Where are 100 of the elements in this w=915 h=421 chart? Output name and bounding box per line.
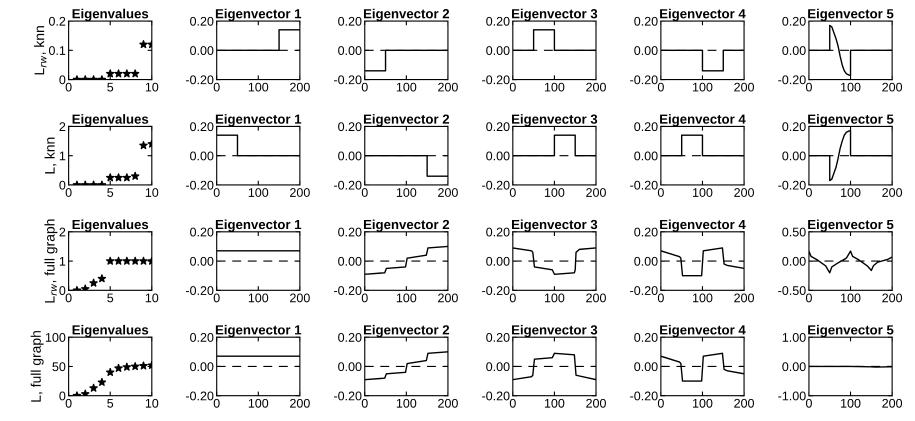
y-tick-label: 0.20	[634, 332, 658, 342]
y-tick-label: 0.00	[190, 152, 214, 160]
y-tick-label: 0.1	[48, 46, 66, 55]
point	[106, 256, 114, 265]
y-tick-label: 1	[60, 257, 66, 266]
x-tick-label: 100	[692, 188, 712, 197]
x-tick-label: 200	[586, 398, 606, 408]
point	[130, 69, 140, 78]
x-tick-label: 200	[586, 293, 606, 302]
x-tick-label: 5	[107, 188, 114, 197]
y-tick-label: 0.20	[782, 16, 806, 26]
y-tick-label: 0.20	[338, 228, 362, 236]
y-tick-label: 0.2	[48, 16, 66, 26]
y-tick-label: 2	[60, 122, 66, 131]
x-tick-label: 10	[146, 398, 158, 408]
x-tick-label: 100	[692, 82, 712, 92]
y-tick-label: -0.20	[334, 75, 362, 84]
chart-title: Eigenvector 5	[808, 8, 894, 22]
point	[130, 256, 140, 265]
y-tick-label: 0.00	[782, 256, 806, 266]
x-tick-label: 0	[806, 293, 812, 302]
point	[106, 173, 114, 182]
chart-title: Eigenvector 3	[512, 219, 598, 232]
y-tick-label: 0.00	[338, 256, 362, 266]
chart-title: Eigenvector 5	[808, 324, 894, 338]
x-tick-label: 200	[290, 188, 310, 197]
x-tick-label: 200	[438, 82, 458, 92]
x-tick-label: 100	[248, 82, 268, 92]
y-tick-label: 0.00	[634, 152, 658, 160]
x-tick-label: 200	[290, 293, 310, 302]
x-tick-label: 200	[882, 188, 902, 197]
y-tick-label: 0.00	[782, 46, 806, 55]
y-tick-label: 0.20	[634, 228, 658, 236]
point	[122, 173, 132, 182]
y-tick-label: 0.20	[190, 122, 214, 132]
point	[114, 364, 123, 372]
chart-title: Eigenvector 4	[660, 114, 746, 126]
x-tick-label: 0	[214, 293, 220, 302]
x-tick-label: 200	[882, 82, 902, 92]
y-tick-label: -0.20	[334, 180, 362, 190]
point	[114, 69, 123, 78]
y-tick-label: -0.20	[778, 180, 806, 190]
y-axis-title: L, full graph	[30, 331, 44, 402]
y-tick-label: 0.20	[486, 332, 510, 342]
y-tick-label: -0.20	[482, 392, 510, 400]
chart-title: Eigenvector 3	[512, 324, 598, 338]
x-tick-label: 0	[362, 398, 368, 408]
y-tick-label: 0.00	[338, 46, 362, 55]
chart-title: Eigenvector 1	[216, 8, 302, 22]
x-tick-label: 0	[66, 188, 72, 197]
y-tick-label: 100	[46, 332, 66, 342]
chart-title: Eigenvector 4	[660, 8, 746, 22]
y-tick-label: 0.20	[782, 122, 806, 132]
x-tick-label: 100	[841, 398, 860, 408]
y-tick-label: -0.20	[482, 75, 510, 84]
chart-title: Eigenvector 4	[660, 324, 746, 338]
x-tick-label: 200	[290, 82, 310, 92]
x-tick-label: 0	[510, 398, 516, 408]
y-tick-label: -0.20	[186, 392, 214, 400]
x-tick-label: 200	[586, 188, 606, 197]
y-tick-label: 0.20	[338, 16, 362, 26]
chart-title: Eigenvalues	[72, 219, 148, 232]
y-tick-label: 0.00	[190, 256, 214, 266]
y-tick-label: 0.00	[190, 362, 214, 372]
y-tick-label: -0.20	[630, 392, 658, 400]
x-tick-label: 0	[362, 82, 368, 92]
x-tick-label: 0	[806, 398, 812, 408]
y-tick-label: -0.20	[186, 286, 214, 296]
x-tick-label: 0	[510, 293, 516, 302]
y-tick-label: 0.20	[338, 332, 362, 342]
x-tick-label: 200	[882, 398, 902, 408]
y-tick-label: 0.20	[634, 16, 658, 26]
y-tick-label: -1.00	[778, 392, 806, 400]
point	[139, 362, 148, 370]
point	[106, 69, 114, 78]
x-tick-label: 100	[841, 188, 860, 197]
y-tick-label: 0	[59, 392, 66, 400]
chart-title: Eigenvalues	[72, 324, 148, 338]
x-tick-label: 100	[248, 188, 268, 197]
point	[98, 274, 106, 282]
x-tick-label: 0	[214, 188, 220, 197]
x-tick-label: 5	[107, 294, 114, 302]
y-axis-title: L, knn	[44, 138, 56, 174]
x-tick-label: 0	[66, 82, 72, 92]
y-tick-label: -0.20	[334, 392, 362, 400]
chart-title: Eigenvector 1	[216, 219, 302, 232]
x-tick-label: 200	[290, 398, 310, 408]
x-tick-label: 5	[107, 82, 114, 92]
y-tick-label: -0.20	[630, 75, 658, 84]
x-tick-label: 0	[658, 293, 664, 302]
y-tick-label: 0.20	[190, 16, 214, 26]
x-tick-label: 200	[438, 398, 458, 408]
y-tick-label: 50	[52, 362, 66, 372]
point	[130, 172, 140, 180]
x-tick-label: 10	[146, 82, 158, 92]
y-tick-label: 0.00	[782, 362, 806, 372]
x-tick-label: 100	[396, 398, 416, 408]
x-tick-label: 0	[658, 82, 664, 92]
y-tick-label: -0.20	[334, 286, 362, 296]
point	[89, 384, 98, 392]
